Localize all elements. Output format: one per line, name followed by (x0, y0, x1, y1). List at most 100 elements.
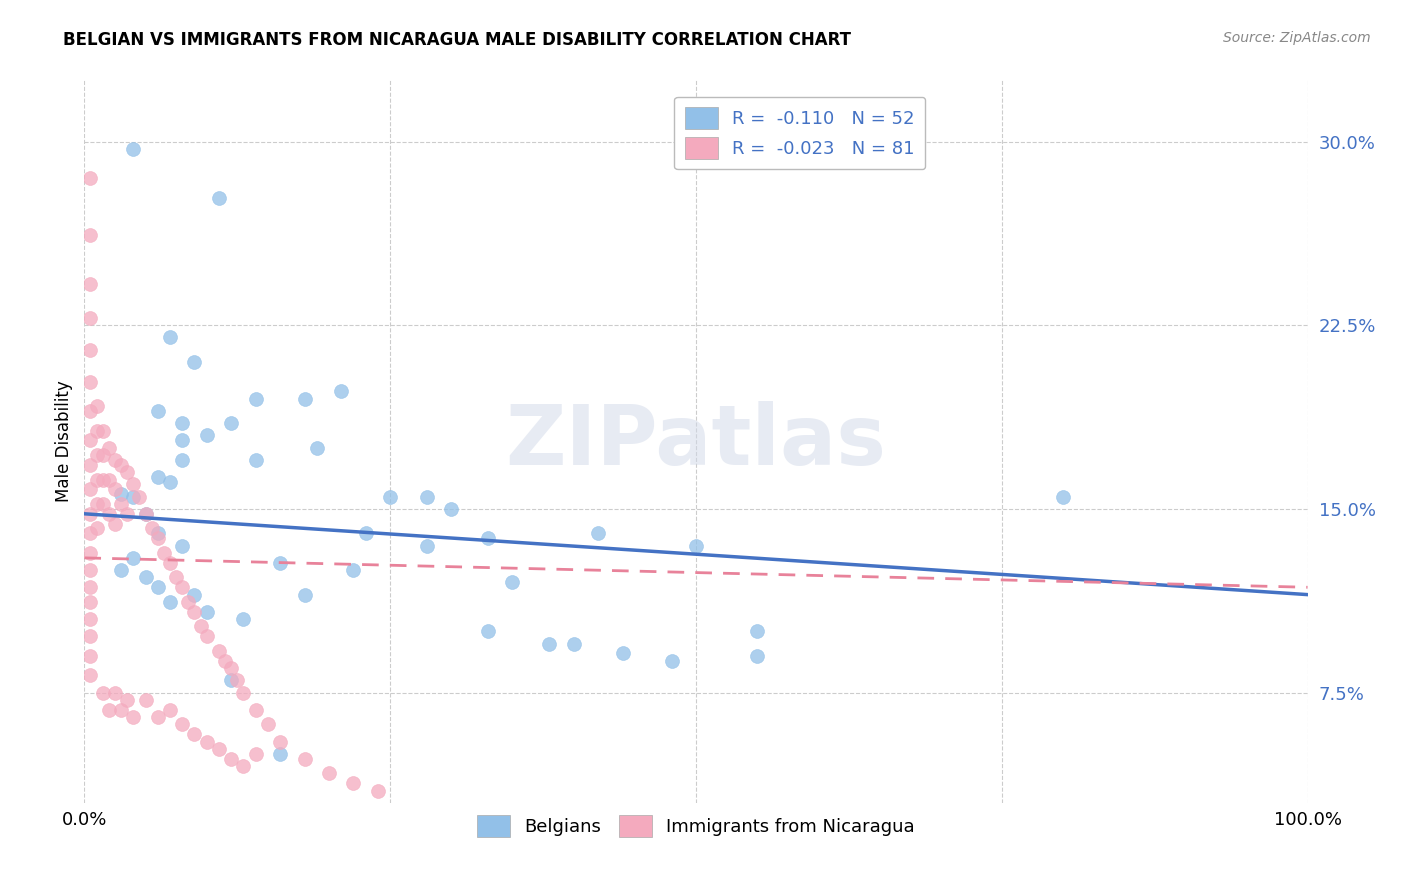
Point (226, 673, 249, 688)
Point (257, 717, 280, 731)
Point (86, 473, 108, 487)
Point (79, 227, 101, 242)
Point (146, 470, 169, 484)
Point (294, 588, 316, 602)
Point (538, 637, 561, 651)
Point (146, 404, 169, 418)
Point (79, 629, 101, 643)
Point (122, 710, 145, 724)
Point (269, 734, 291, 748)
Point (104, 516, 127, 531)
Point (79, 612, 101, 626)
Text: ZIPatlas: ZIPatlas (506, 401, 886, 482)
Point (146, 531, 169, 545)
Point (86, 399, 108, 413)
Point (110, 487, 132, 501)
Point (195, 734, 218, 748)
Point (172, 416, 194, 430)
Point (115, 465, 138, 479)
Point (110, 703, 132, 717)
Point (219, 752, 242, 766)
Point (79, 277, 101, 291)
Point (208, 742, 231, 756)
Point (79, 546, 101, 560)
Point (195, 428, 218, 442)
Point (86, 448, 108, 462)
Point (86, 521, 108, 535)
Point (440, 502, 463, 516)
Point (115, 507, 138, 521)
Point (354, 526, 377, 541)
Point (208, 191, 231, 205)
Point (159, 475, 181, 489)
Point (245, 392, 267, 406)
Point (685, 539, 707, 553)
Point (159, 556, 181, 570)
Point (122, 490, 145, 504)
Point (141, 521, 163, 535)
Point (294, 752, 316, 766)
Point (115, 693, 138, 707)
Point (79, 434, 101, 448)
Point (172, 434, 194, 448)
Point (146, 710, 169, 724)
Point (91, 473, 114, 487)
Point (294, 392, 316, 406)
Point (195, 605, 218, 619)
Point (232, 612, 254, 626)
Point (190, 619, 212, 633)
Point (219, 416, 242, 430)
Point (135, 507, 157, 521)
Point (747, 648, 769, 663)
Point (380, 490, 402, 504)
Point (172, 580, 194, 594)
Point (172, 717, 194, 731)
Point (135, 570, 157, 584)
Point (172, 539, 194, 553)
Point (86, 424, 108, 438)
Point (86, 497, 108, 511)
Point (318, 766, 340, 780)
Point (79, 648, 101, 663)
Point (305, 441, 328, 455)
Point (79, 595, 101, 609)
Point (122, 142, 145, 156)
Point (165, 570, 187, 584)
Point (91, 497, 114, 511)
Point (128, 490, 150, 504)
Point (91, 424, 114, 438)
Point (122, 550, 145, 565)
Point (159, 595, 181, 609)
Point (110, 497, 132, 511)
Point (79, 310, 101, 325)
Text: Source: ZipAtlas.com: Source: ZipAtlas.com (1223, 31, 1371, 45)
Point (183, 605, 205, 619)
Point (79, 343, 101, 357)
Point (91, 448, 114, 462)
Point (172, 453, 194, 467)
Point (183, 355, 205, 369)
Point (232, 759, 254, 773)
Point (97, 473, 120, 487)
Point (330, 384, 353, 399)
Point (269, 747, 291, 761)
Point (342, 563, 364, 577)
Point (661, 654, 683, 668)
Point (79, 563, 101, 577)
Legend: Belgians, Immigrants from Nicaragua: Belgians, Immigrants from Nicaragua (470, 808, 922, 845)
Point (183, 727, 205, 741)
Point (416, 539, 439, 553)
Point (97, 703, 120, 717)
Point (79, 668, 101, 682)
Point (245, 703, 267, 717)
Point (79, 507, 101, 521)
Point (110, 458, 132, 472)
Point (502, 575, 524, 590)
Point (477, 531, 499, 545)
Point (219, 673, 242, 688)
Point (342, 776, 364, 790)
Point (586, 526, 609, 541)
Point (159, 330, 181, 344)
Point (79, 526, 101, 541)
Point (104, 453, 127, 467)
